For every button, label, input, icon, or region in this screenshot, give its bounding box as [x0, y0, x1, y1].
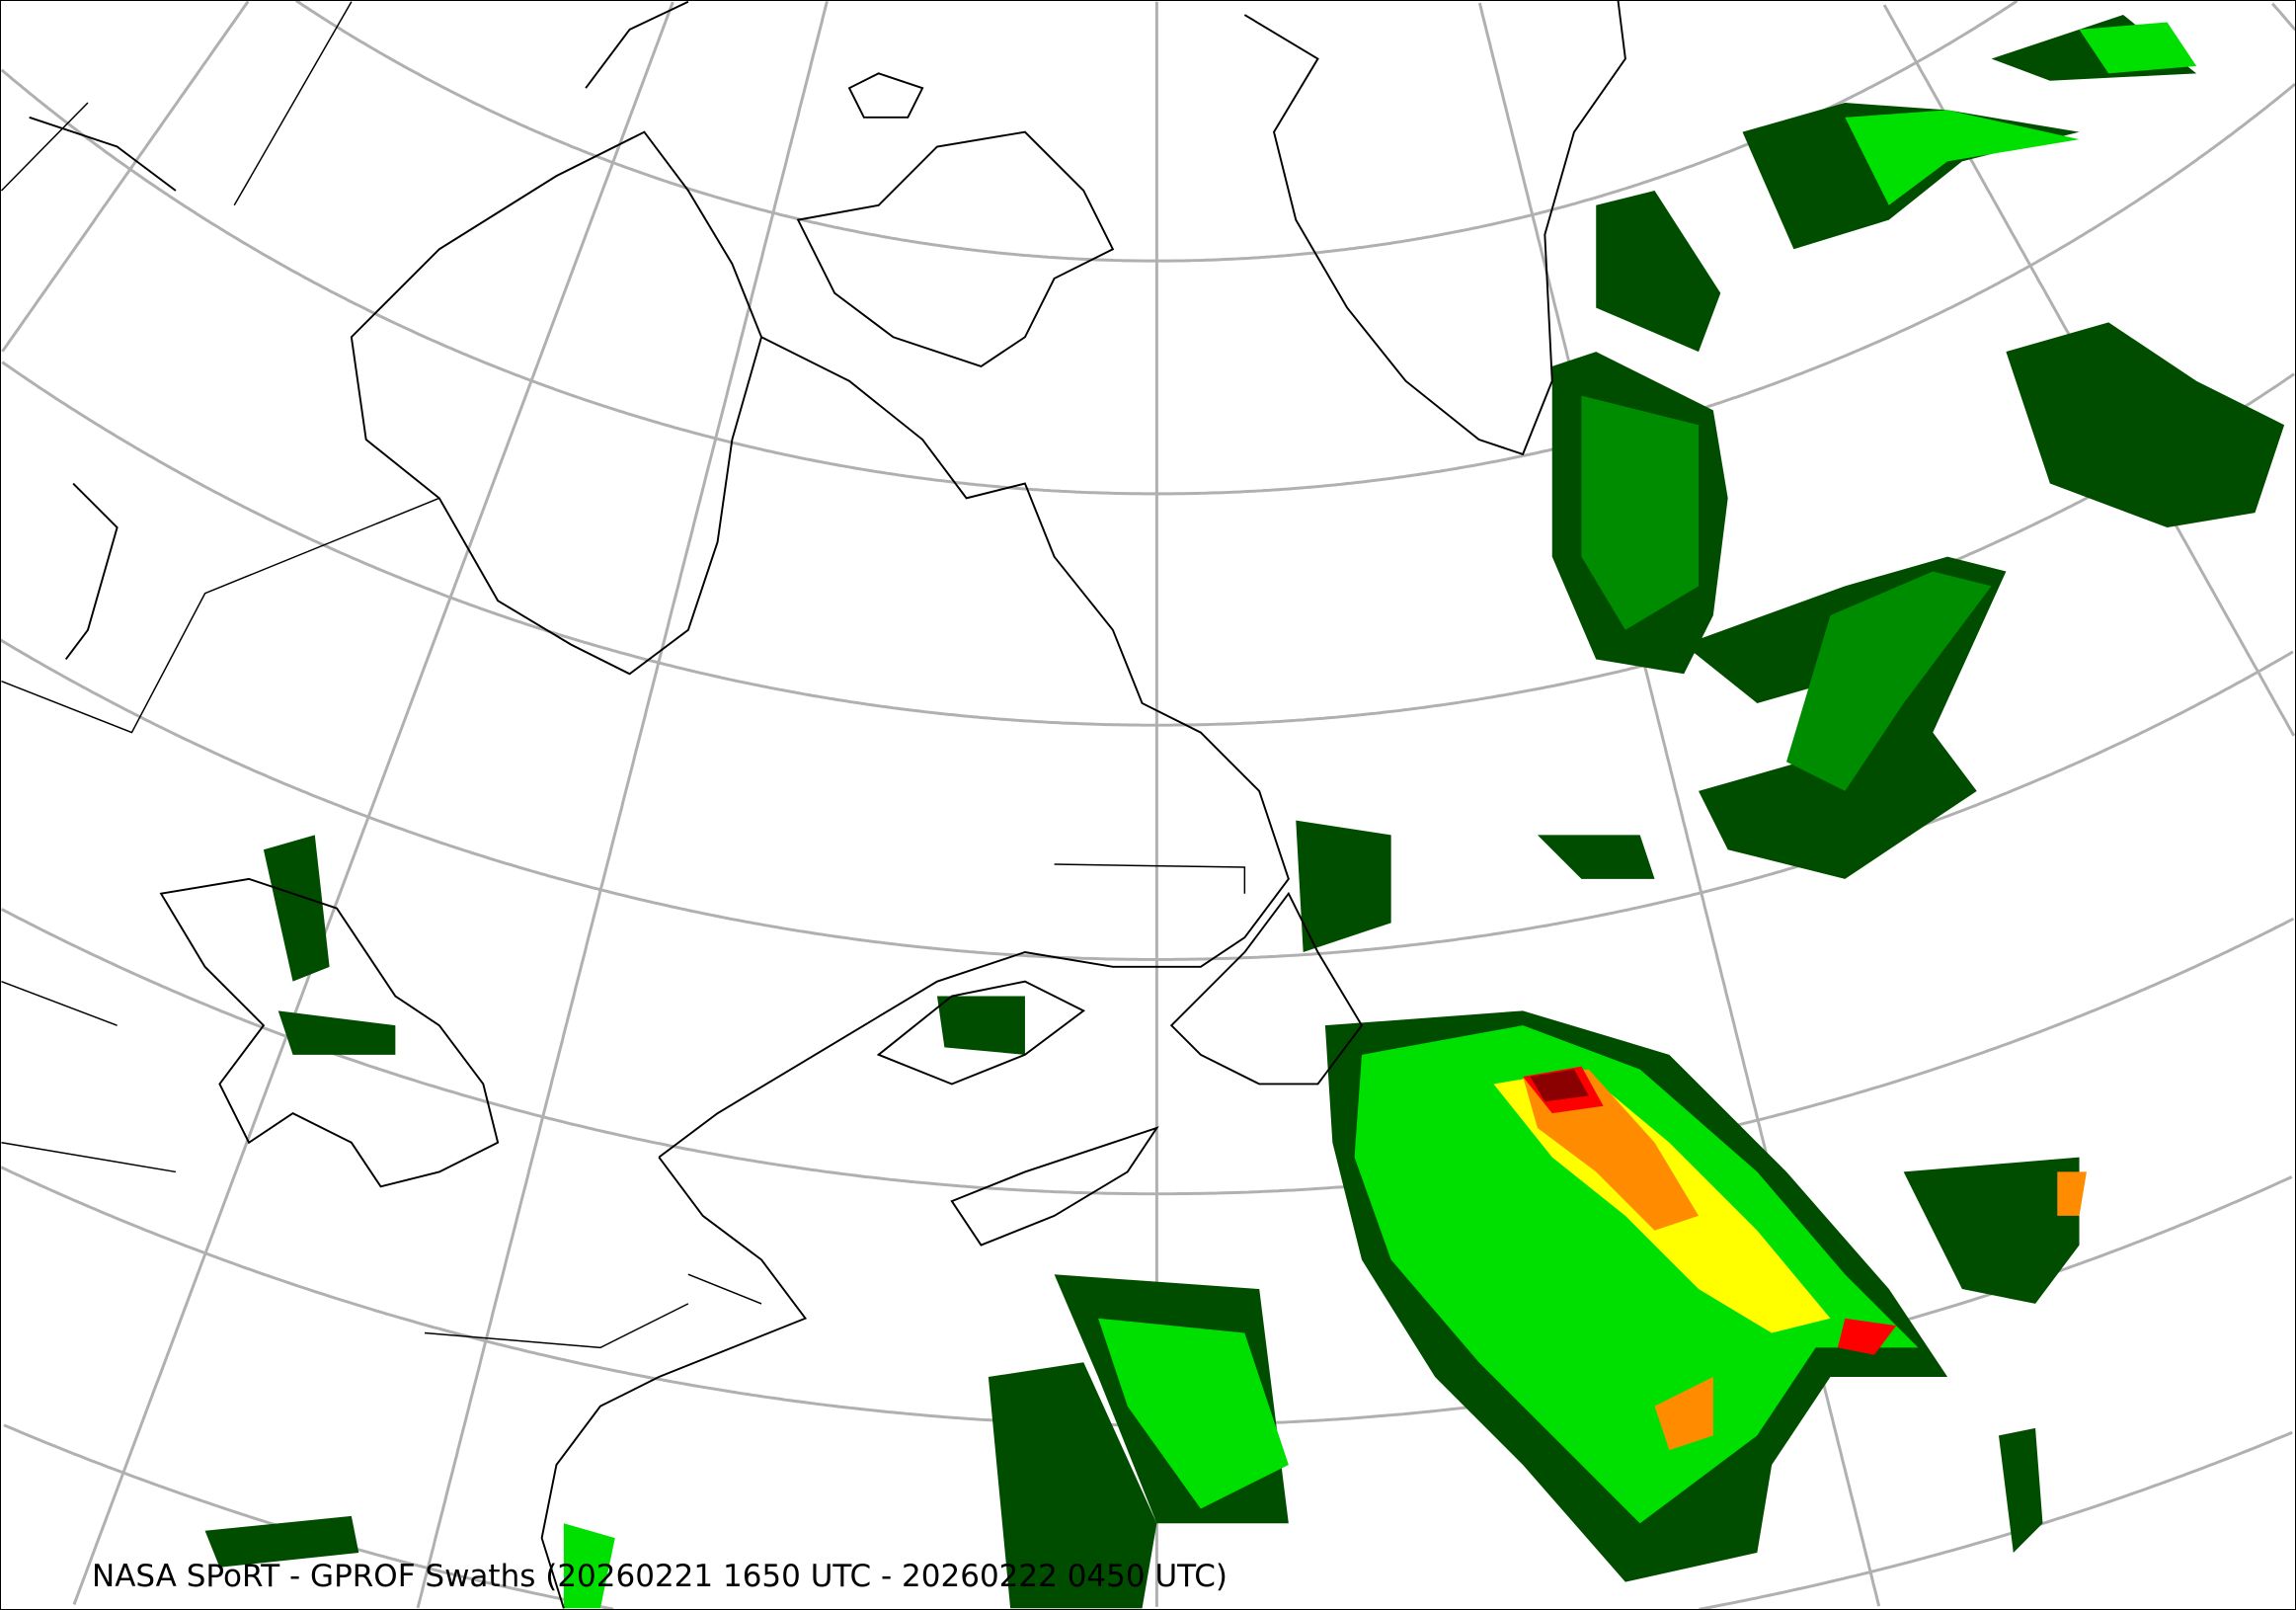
great-lakes-outline: [159, 877, 500, 1188]
precipitation-area: [936, 996, 1025, 1055]
precipitation-area: [204, 1515, 359, 1568]
newfoundland-coast: [1169, 891, 1364, 1086]
precipitation-area: [1785, 571, 1992, 791]
nova-scotia-coast: [950, 1126, 1159, 1247]
precipitation-area: [2079, 22, 2197, 74]
precipitation-area: [1537, 835, 1655, 879]
precipitation-area: [1530, 1069, 1589, 1102]
longitude-line: [2271, 2, 2296, 32]
precipitation-area: [1581, 395, 1700, 630]
latitude-line: [0, 908, 2295, 1196]
hudson-bay-coast: [350, 130, 763, 676]
precipitation-area: [1296, 820, 1391, 953]
precipitation-area: [1354, 1025, 1919, 1524]
precipitation-area: [2057, 1171, 2087, 1216]
precipitation-area: [1596, 190, 1721, 353]
precipitation-swaths: [204, 15, 2285, 1609]
precipitation-area: [1845, 110, 2080, 205]
arctic-islands: [29, 0, 924, 661]
latitude-line: [0, 638, 2294, 961]
labrador-quebec-coast: [658, 336, 1290, 1159]
map-caption: NASA SPoRT - GPROF Swaths (20260221 1650…: [92, 1559, 1227, 1594]
precipitation-area: [988, 1362, 1157, 1609]
greenland-coast: [1243, 0, 1626, 456]
us-east-coast: [540, 1157, 808, 1609]
baffin-island-coast: [796, 130, 1115, 367]
precipitation-area: [563, 1523, 615, 1609]
precipitation-area: [263, 835, 330, 982]
longitude-line: [416, 1, 829, 1609]
precipitation-area: [277, 1010, 396, 1055]
longitude-line: [1, 0, 250, 353]
precipitation-area: [1837, 1318, 1897, 1355]
precipitation-area: [1098, 1318, 1289, 1509]
precipitation-area: [2006, 322, 2285, 528]
gulf-of-st-lawrence: [876, 980, 1086, 1086]
coastlines: [0, 0, 1626, 1609]
longitude-line: [72, 1, 674, 1605]
latitude-line: [0, 68, 2296, 496]
precipitation-area: [1903, 1157, 2080, 1304]
precipitation-area: [1998, 1427, 2043, 1553]
precipitation-area: [1654, 1377, 1713, 1451]
political-boundaries: [0, 1, 1246, 1349]
